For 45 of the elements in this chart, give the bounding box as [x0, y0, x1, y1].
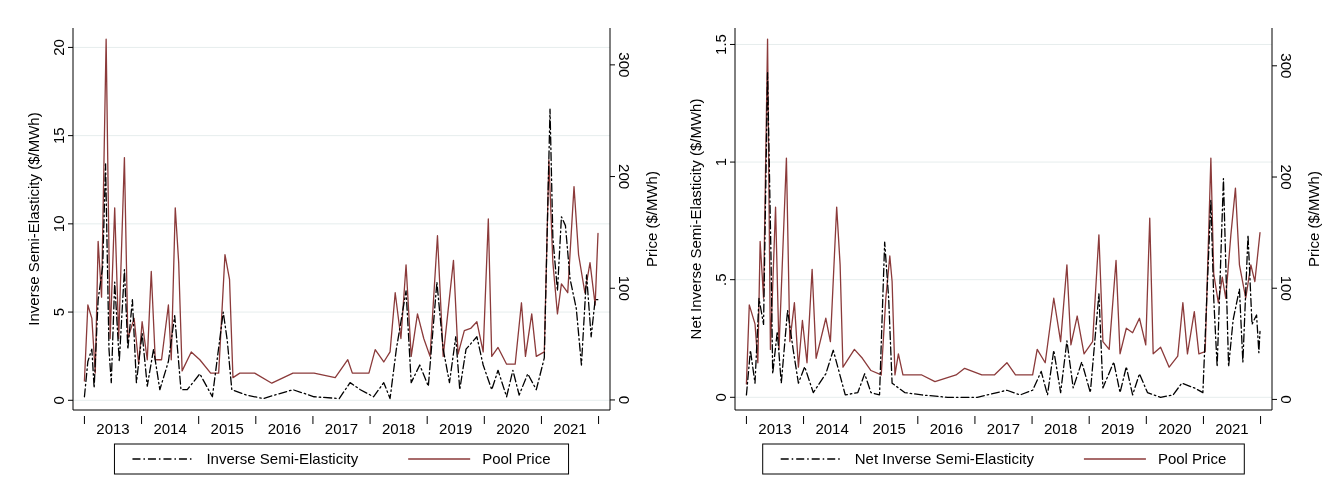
y-tick-label: 10	[50, 215, 67, 233]
y-axis-title: Net Inverse Semi-Elasticity ($/MWh)	[687, 98, 704, 340]
y2-tick-label: 100	[1278, 275, 1295, 301]
y-tick-label: 5	[50, 307, 67, 317]
x-tick-label: 2014	[153, 420, 187, 437]
x-tick-label: 2015	[872, 420, 906, 437]
x-tick-label: 2019	[439, 420, 473, 437]
y2-tick-label: 300	[1278, 53, 1295, 79]
legend-label: Pool Price	[1157, 450, 1227, 467]
y-tick-label: 0	[712, 393, 729, 402]
y-tick-label: 1.5	[712, 34, 729, 55]
x-tick-label: 2019	[1101, 420, 1135, 437]
x-tick-label: 2020	[1158, 420, 1192, 437]
legend-label: Inverse Semi-Elasticity	[206, 450, 359, 467]
x-tick-label: 2013	[758, 420, 792, 437]
y-tick-label: 20	[50, 39, 67, 56]
y-tick-label: 1	[712, 157, 729, 167]
y2-tick-label: 200	[616, 164, 633, 190]
x-tick-label: 2014	[815, 420, 849, 437]
y2-axis-title: Price ($/MWh)	[642, 171, 660, 267]
x-tick-label: 2016	[267, 420, 302, 437]
x-tick-label: 2021	[1215, 420, 1249, 437]
legend-label: Net Inverse Semi-Elasticity	[854, 450, 1035, 467]
x-tick-label: 2018	[1043, 420, 1078, 437]
y2-tick-label: 100	[616, 275, 633, 301]
y-axis-title: Inverse Semi-Elasticity ($/MWh)	[25, 112, 42, 326]
x-tick-label: 2015	[210, 420, 244, 437]
line-series	[83, 38, 599, 384]
y2-tick-label: 0	[616, 395, 633, 405]
line-series	[83, 108, 599, 400]
y2-tick-label: 200	[1278, 164, 1295, 190]
x-tick-label: 2020	[496, 420, 530, 437]
legend-label: Pool Price	[482, 450, 551, 467]
y2-tick-label: 0	[1278, 395, 1295, 404]
x-tick-label: 2013	[96, 420, 130, 437]
x-tick-label: 2018	[381, 420, 416, 437]
y2-axis-title: Price ($/MWh)	[1304, 171, 1322, 267]
y2-tick-label: 300	[616, 52, 633, 78]
y-tick-label: .5	[712, 273, 729, 286]
y-tick-label: 15	[50, 127, 67, 144]
x-tick-label: 2021	[553, 420, 587, 437]
y-tick-label: 0	[50, 396, 67, 405]
x-tick-label: 2017	[324, 420, 359, 437]
x-tick-label: 2017	[986, 420, 1021, 437]
x-tick-label: 2016	[929, 420, 964, 437]
